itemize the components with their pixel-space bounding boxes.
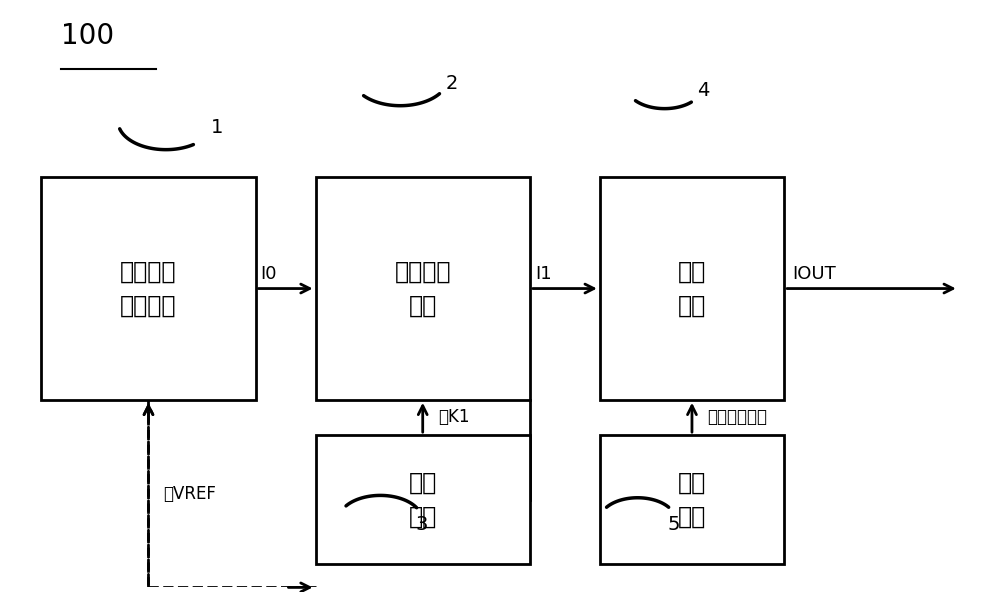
Text: 3: 3 bbox=[415, 514, 428, 533]
Text: 1: 1 bbox=[211, 118, 223, 137]
Text: I1: I1 bbox=[535, 265, 552, 282]
FancyBboxPatch shape bbox=[41, 177, 256, 400]
Text: 100: 100 bbox=[61, 22, 114, 50]
FancyBboxPatch shape bbox=[316, 177, 530, 400]
Text: 调K1: 调K1 bbox=[438, 408, 469, 426]
Text: 2: 2 bbox=[445, 74, 458, 93]
FancyBboxPatch shape bbox=[600, 177, 784, 400]
Text: 控制
模块: 控制 模块 bbox=[409, 471, 437, 528]
Text: I0: I0 bbox=[261, 265, 277, 282]
Text: 4: 4 bbox=[697, 81, 710, 100]
Text: 调VREF: 调VREF bbox=[163, 485, 216, 503]
Text: 电流调节
模块: 电流调节 模块 bbox=[394, 260, 451, 317]
FancyBboxPatch shape bbox=[316, 435, 530, 564]
Text: 配置
模块: 配置 模块 bbox=[678, 471, 706, 528]
Text: IOUT: IOUT bbox=[792, 265, 836, 282]
FancyBboxPatch shape bbox=[600, 435, 784, 564]
Text: 5: 5 bbox=[668, 514, 680, 533]
Text: 输出
模块: 输出 模块 bbox=[678, 260, 706, 317]
Text: 第一控制信号: 第一控制信号 bbox=[707, 408, 767, 426]
Text: 基准电流
产生模块: 基准电流 产生模块 bbox=[120, 260, 177, 317]
